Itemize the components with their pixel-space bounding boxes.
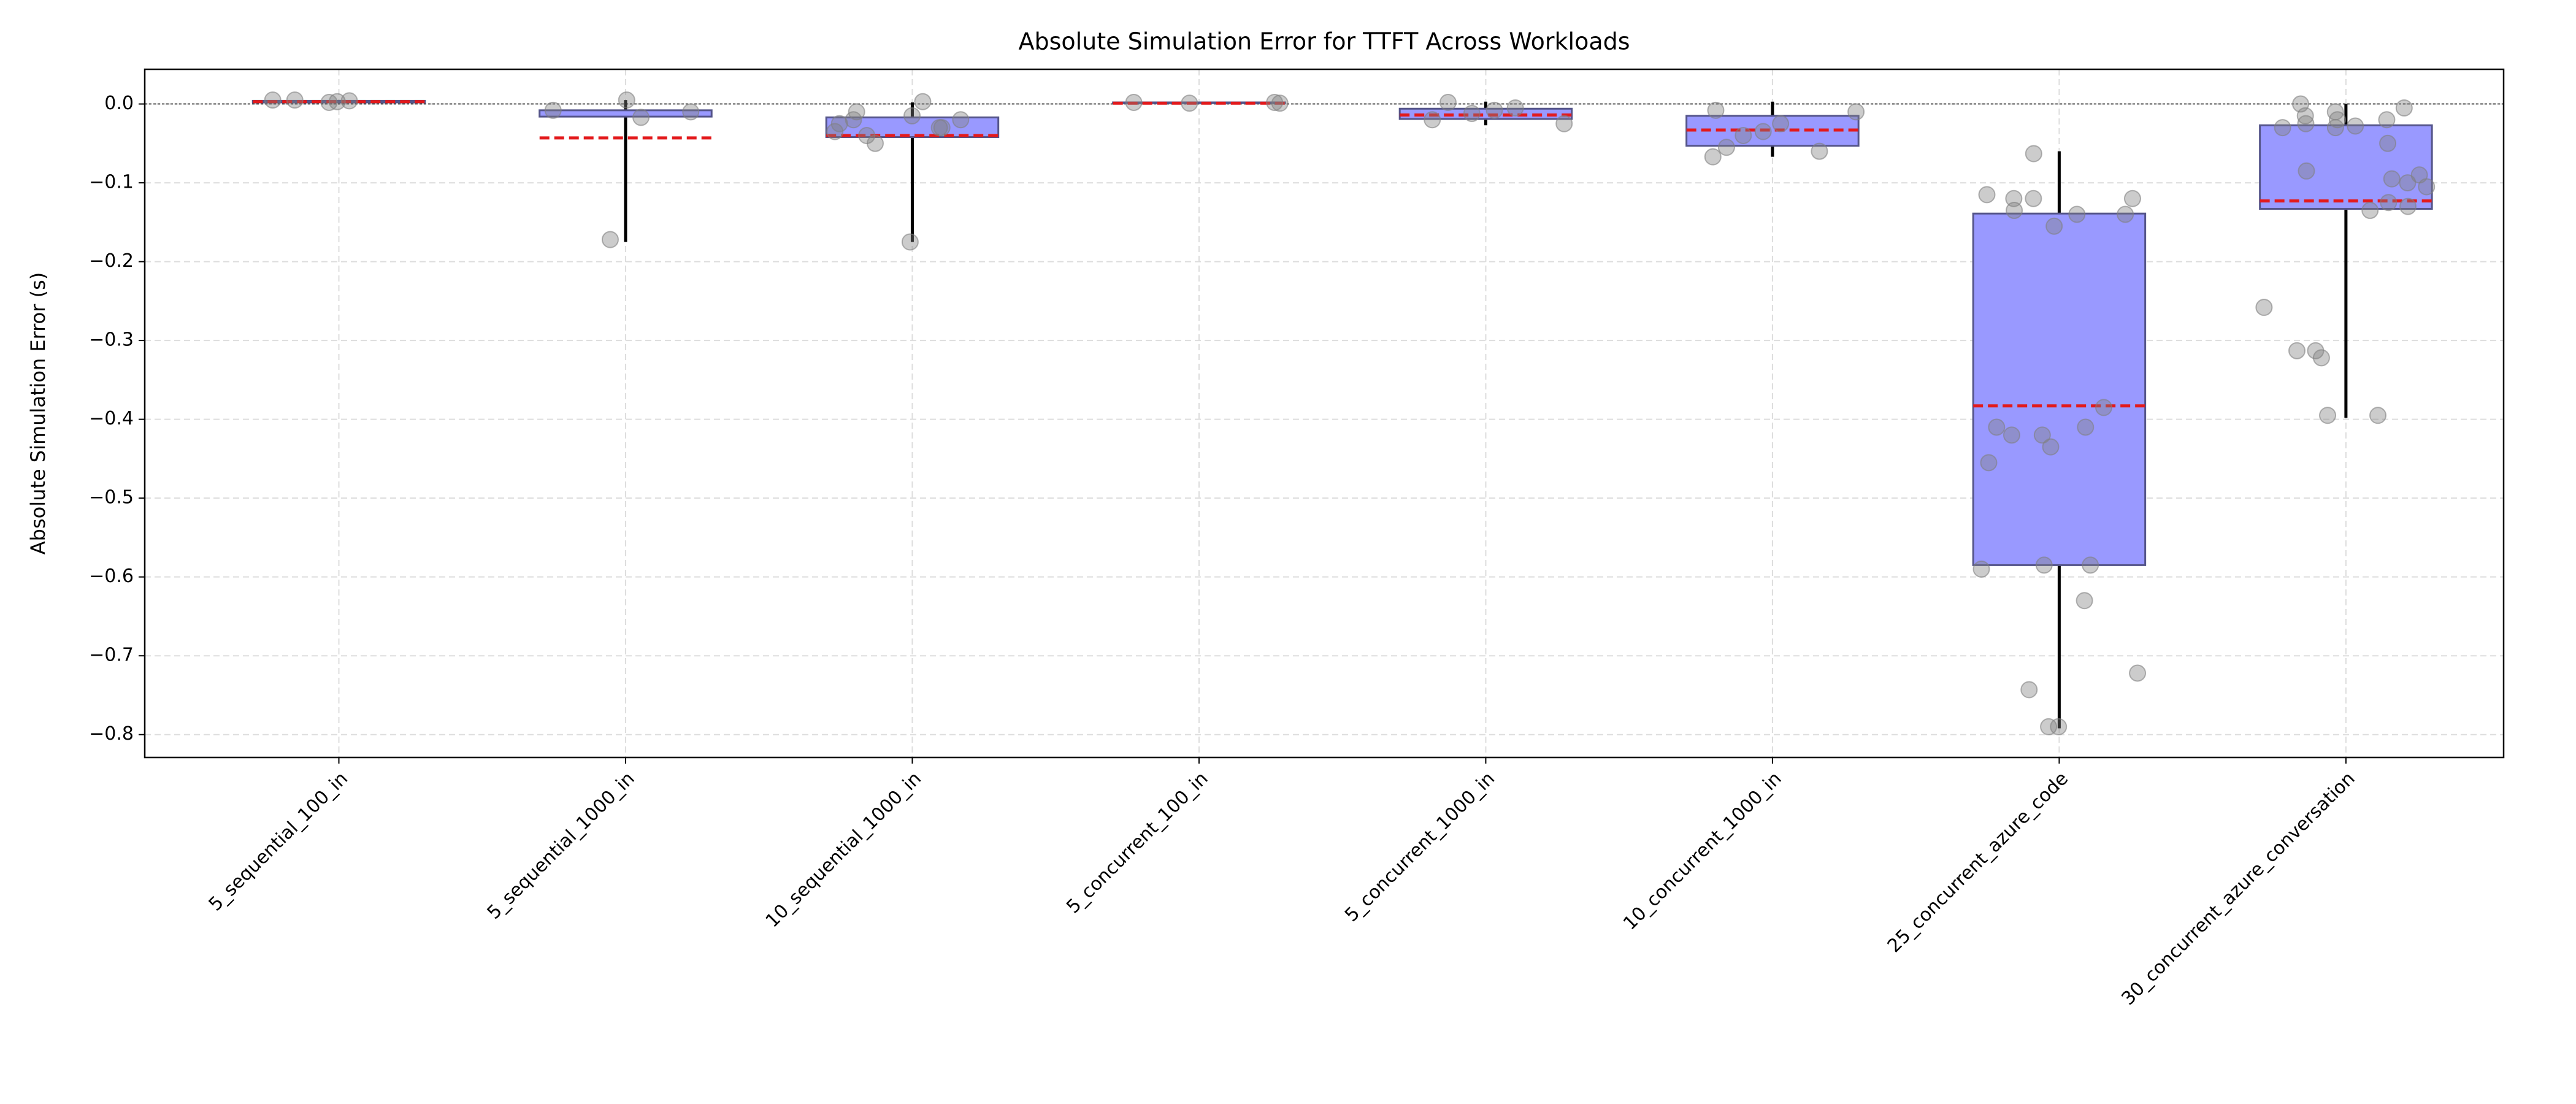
data-point [1424, 111, 1441, 129]
y-axis-label: Absolute Simulation Error (s) [26, 272, 50, 554]
data-point [1978, 186, 1996, 204]
y-tick-label: −0.7 [89, 645, 134, 666]
data-point [858, 126, 876, 144]
data-point [2378, 111, 2396, 129]
data-point [2383, 170, 2401, 188]
data-point [2361, 202, 2379, 220]
data-point [1463, 104, 1481, 122]
data-point [2399, 174, 2417, 192]
data-point [1811, 142, 1828, 160]
data-point [320, 93, 338, 111]
y-tick-label: −0.5 [89, 487, 134, 508]
y-tick-label: −0.1 [89, 172, 134, 193]
data-point [2045, 217, 2063, 235]
y-tick-label: −0.6 [89, 565, 134, 587]
data-point [1485, 101, 1503, 119]
data-point [1972, 560, 1990, 578]
data-point [1704, 148, 1722, 166]
data-point [544, 101, 562, 119]
data-point [2068, 205, 2086, 223]
data-point [2077, 418, 2095, 436]
data-point [1506, 99, 1524, 117]
data-point [2025, 145, 2042, 163]
data-point [2040, 718, 2058, 735]
data-point [632, 109, 650, 126]
y-tick-label: −0.2 [89, 250, 134, 272]
data-point [2095, 399, 2113, 416]
data-point [2020, 681, 2038, 699]
data-point [2288, 342, 2306, 359]
data-point [2082, 556, 2099, 574]
data-point [1772, 115, 1790, 132]
data-point [1717, 139, 1735, 156]
data-point [1988, 418, 2006, 436]
plot-frame [144, 68, 2505, 759]
data-point [830, 115, 848, 132]
data-point [340, 92, 358, 110]
data-point [682, 103, 700, 121]
data-point [826, 123, 844, 140]
data-point [1754, 123, 1772, 140]
data-point [2410, 166, 2428, 184]
chart-title: Absolute Simulation Error for TTFT Acros… [1018, 28, 1630, 55]
data-point [2312, 349, 2330, 367]
data-point [1707, 101, 1725, 119]
data-point [1735, 126, 1752, 144]
data-point [601, 231, 619, 248]
data-point [903, 107, 921, 125]
data-point [2003, 426, 2020, 444]
box [539, 109, 713, 118]
data-point [2123, 190, 2141, 207]
data-point [2395, 99, 2413, 117]
data-point [2298, 162, 2315, 180]
data-point [2292, 95, 2310, 113]
data-point [914, 93, 932, 110]
data-point [2035, 556, 2053, 574]
data-point [286, 91, 304, 109]
data-point [2347, 117, 2364, 135]
data-point [901, 233, 919, 251]
data-point [952, 111, 970, 129]
data-point [2076, 592, 2093, 610]
data-point [618, 91, 635, 109]
data-point [2319, 407, 2337, 424]
y-tick-label: −0.4 [89, 408, 134, 429]
data-point [2005, 190, 2023, 207]
data-point [1439, 93, 1457, 111]
data-point [1980, 454, 1998, 472]
data-point [1555, 115, 1573, 132]
data-point [2025, 190, 2042, 207]
data-point [2380, 194, 2398, 212]
data-point [2274, 119, 2291, 137]
y-tick-label: −0.8 [89, 723, 134, 745]
data-point [2042, 438, 2060, 456]
data-point [2129, 664, 2147, 682]
box [2259, 124, 2433, 210]
data-point [264, 91, 282, 109]
y-tick-label: −0.3 [89, 329, 134, 351]
data-point [2255, 299, 2273, 316]
data-point [1847, 103, 1865, 121]
data-point [1181, 94, 1198, 112]
data-point [2369, 407, 2387, 424]
data-point [2297, 115, 2315, 132]
data-point [1271, 94, 1289, 112]
data-point [2399, 197, 2417, 215]
data-point [933, 119, 951, 137]
data-point [1266, 93, 1284, 111]
data-point [2326, 119, 2344, 137]
data-point [2006, 202, 2023, 220]
y-tick-label: 0.0 [104, 93, 134, 114]
data-point [1125, 93, 1143, 111]
box [1685, 115, 1860, 147]
data-point [848, 103, 865, 121]
data-point [2117, 205, 2134, 223]
data-point [2050, 718, 2068, 735]
data-point [2379, 134, 2397, 152]
box [1972, 212, 2147, 566]
data-point [2033, 426, 2051, 444]
